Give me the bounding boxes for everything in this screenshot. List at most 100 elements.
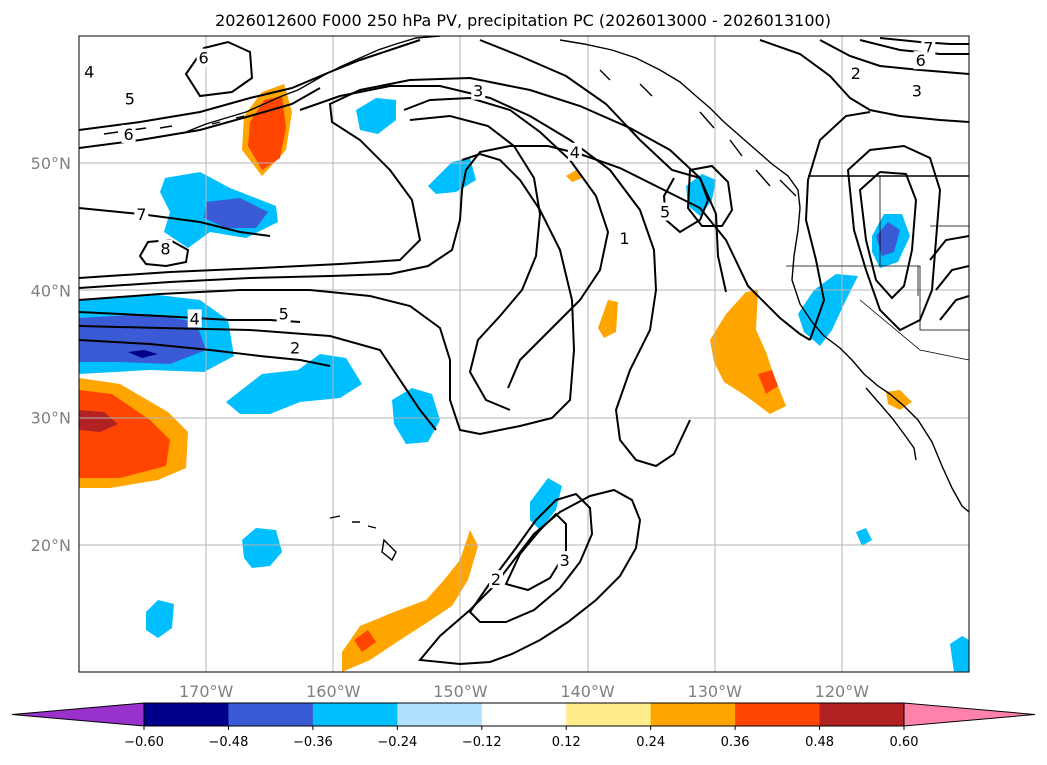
lon-tick-label: 140°W [560, 682, 615, 701]
gulf-of-alaska-coast [559, 39, 801, 209]
contour-label-bg [276, 304, 291, 323]
map-title: 2026012600 F000 250 hPa PV, precipitatio… [215, 11, 831, 30]
colorbar-box [566, 703, 652, 726]
graticule [79, 36, 969, 672]
pv-contour-west-south [79, 339, 331, 367]
contour-label: 3 [912, 82, 922, 101]
lat-tick-label: 50°N [31, 154, 71, 173]
contour-label-bg [848, 63, 863, 82]
contour-label-bg [82, 62, 97, 81]
contour-label-bg [196, 48, 211, 67]
contour-label: 3 [473, 82, 483, 101]
contour-label: 1 [619, 229, 629, 248]
lat-tick-label: 30°N [31, 409, 71, 428]
alaska-coast [185, 36, 441, 133]
precip-region-southeast-negative [950, 636, 969, 672]
pv-contour-trough-2 [79, 145, 811, 341]
pv-contour-trough-deep [79, 325, 437, 431]
contour-label-bg [471, 81, 486, 100]
colorbar-box [312, 703, 398, 726]
pv-contour-6-closed [184, 40, 254, 98]
contour-label: 4 [84, 63, 94, 82]
pv-contour-east-far [929, 235, 969, 321]
lon-tick-label: 160°W [306, 682, 361, 701]
contour-label-bg [909, 81, 924, 100]
pv-contour-north-3 [79, 207, 271, 237]
precip-region-mid-positive [598, 300, 618, 338]
contour-label: 3 [560, 551, 570, 570]
precip-region-inland-negative-core [876, 222, 900, 256]
contour-label-bg [617, 229, 632, 248]
precip-region-small-positive [566, 170, 582, 182]
pv-contour-east-closed-2 [858, 170, 918, 300]
contour-label-bg [658, 202, 673, 221]
colorbar-tick-label: 0.24 [636, 735, 665, 750]
precip-region-coast-positive-core [758, 370, 778, 394]
latitude-tick-labels: 20°N 30°N 40°N 50°N [31, 154, 71, 555]
us-west-coast [791, 207, 969, 513]
lon-tick-label: 170°W [179, 682, 234, 701]
precip-region-southwest-negative [146, 600, 174, 638]
precip-region-southwest-positive-center [79, 410, 118, 432]
colorbar-extend-low [11, 702, 145, 727]
contour-label: 2 [491, 570, 501, 589]
colorbar-box [650, 703, 736, 726]
pv-contour-south-3 [504, 512, 567, 592]
colorbar-box [397, 703, 483, 726]
pv-contour-trough-outer [79, 152, 576, 436]
precip-region-coast-negative [798, 274, 858, 346]
precip-region-baja-positive [886, 390, 912, 410]
aleutian-islands [103, 115, 245, 135]
colorbar-boxes [11, 702, 1036, 727]
colorbar-tick-label: 0.60 [890, 735, 919, 750]
precip-region-mexico-negative [856, 528, 872, 546]
contour-label-bg [557, 551, 572, 570]
pv-contour-ne-2 [819, 39, 969, 75]
coastlines [103, 36, 969, 562]
contour-label: 6 [199, 49, 209, 68]
contour-label: 5 [660, 203, 670, 222]
contour-label-bg [158, 239, 173, 258]
contour-label-bg [134, 205, 149, 224]
colorbar-extend-high [903, 702, 1036, 727]
contour-label: 4 [190, 309, 200, 328]
contour-label: 7 [136, 205, 146, 224]
colorbar-tick-label: −0.60 [124, 735, 164, 750]
colorbar-tick-label: 0.36 [721, 735, 750, 750]
precip-region-north-negative [356, 98, 396, 134]
precip-region-south-positive-band [342, 530, 478, 672]
contour-label: 2 [851, 64, 861, 83]
precip-region-west-negative-center [128, 350, 158, 358]
contour-label-bg [121, 124, 136, 143]
precip-region-hawaii-negative [242, 528, 282, 568]
contour-label-bg [913, 51, 928, 70]
contour-label: 5 [125, 89, 135, 108]
state-borders [786, 176, 969, 361]
pv-contour-trough-4 [299, 85, 691, 468]
lat-tick-label: 20°N [31, 536, 71, 555]
lat-tick-label: 40°N [31, 281, 71, 300]
contour-label-bg [489, 570, 504, 589]
precip-region-central-negative-2 [392, 388, 440, 444]
colorbar-tick-labels: −0.60 −0.48 −0.36 −0.24 −0.12 0.12 0.24 0.36 0.4… [124, 726, 918, 750]
lon-tick-label: 130°W [688, 682, 743, 701]
contour-label-bg [187, 309, 202, 328]
contour-label: 4 [570, 143, 580, 162]
pv-contour-south-2 [468, 492, 594, 623]
map-frame [78, 35, 970, 673]
longitude-tick-labels: 170°W 160°W 150°W 140°W 130°W 120°W [179, 682, 869, 701]
colorbar-box [819, 703, 905, 726]
colorbar-box [228, 703, 314, 726]
pv-contour-east-closed-1 [846, 144, 942, 332]
pv-contour-8-closed [138, 238, 190, 268]
pv-contour-east-ridge [804, 111, 871, 341]
contour-label: 5 [279, 304, 289, 323]
colorbar-tick-label: −0.36 [293, 735, 333, 750]
colorbar-box [735, 703, 821, 726]
colorbar-tick-label: −0.12 [462, 735, 502, 750]
hawaii-islands [329, 515, 397, 562]
colorbar-tick-label: 0.48 [805, 735, 834, 750]
colorbar-box [481, 703, 567, 726]
contour-label: 8 [160, 239, 170, 258]
